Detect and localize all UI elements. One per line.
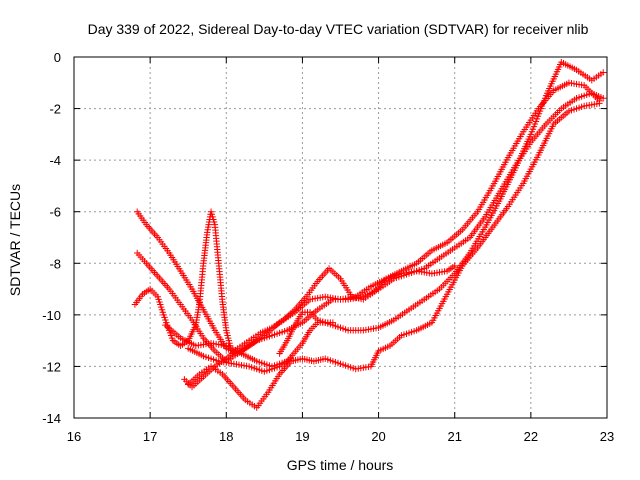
data-point [599,95,607,102]
series-arc-8 [185,345,295,375]
data-point [599,69,607,76]
series-arc-5 [185,100,603,411]
x-tick-label: 20 [371,429,385,444]
x-tick-label: 16 [67,429,81,444]
y-tick-label: -10 [42,308,61,323]
data-point [329,319,337,326]
y-axis-title: SDTVAR / TECUs [7,184,23,296]
x-axis-title: GPS time / hours [287,457,394,473]
y-tick-label: -8 [49,256,61,271]
series-arc-1 [133,79,603,357]
y-tick-label: 0 [54,50,61,65]
chart-title: Day 339 of 2022, Sidereal Day-to-day VTE… [88,21,589,37]
x-tick-label: 22 [524,429,538,444]
x-tick-label: 21 [447,429,461,444]
y-tick-label: -2 [49,102,61,117]
data-layer [131,58,607,411]
series-arc-6 [162,58,607,370]
y-tick-label: -4 [49,153,61,168]
axis-ticks: 16 17 18 19 20 21 22 23 0 -2 -4 -6 -8 -10 -12 -14 [42,50,614,444]
series-arc-3 [131,208,234,349]
data-point [287,355,295,362]
series-arc-2 [133,89,607,365]
x-tick-label: 19 [295,429,309,444]
series-arc-7 [276,309,337,357]
data-point [596,100,603,107]
x-tick-label: 17 [143,429,157,444]
data-point [451,262,458,270]
plot-frame [73,56,608,419]
y-tick-label: -6 [49,205,61,220]
x-tick-label: 23 [600,429,614,444]
x-tick-label: 18 [219,429,233,444]
y-tick-label: -12 [42,359,61,374]
y-tick-label: -14 [42,411,61,426]
